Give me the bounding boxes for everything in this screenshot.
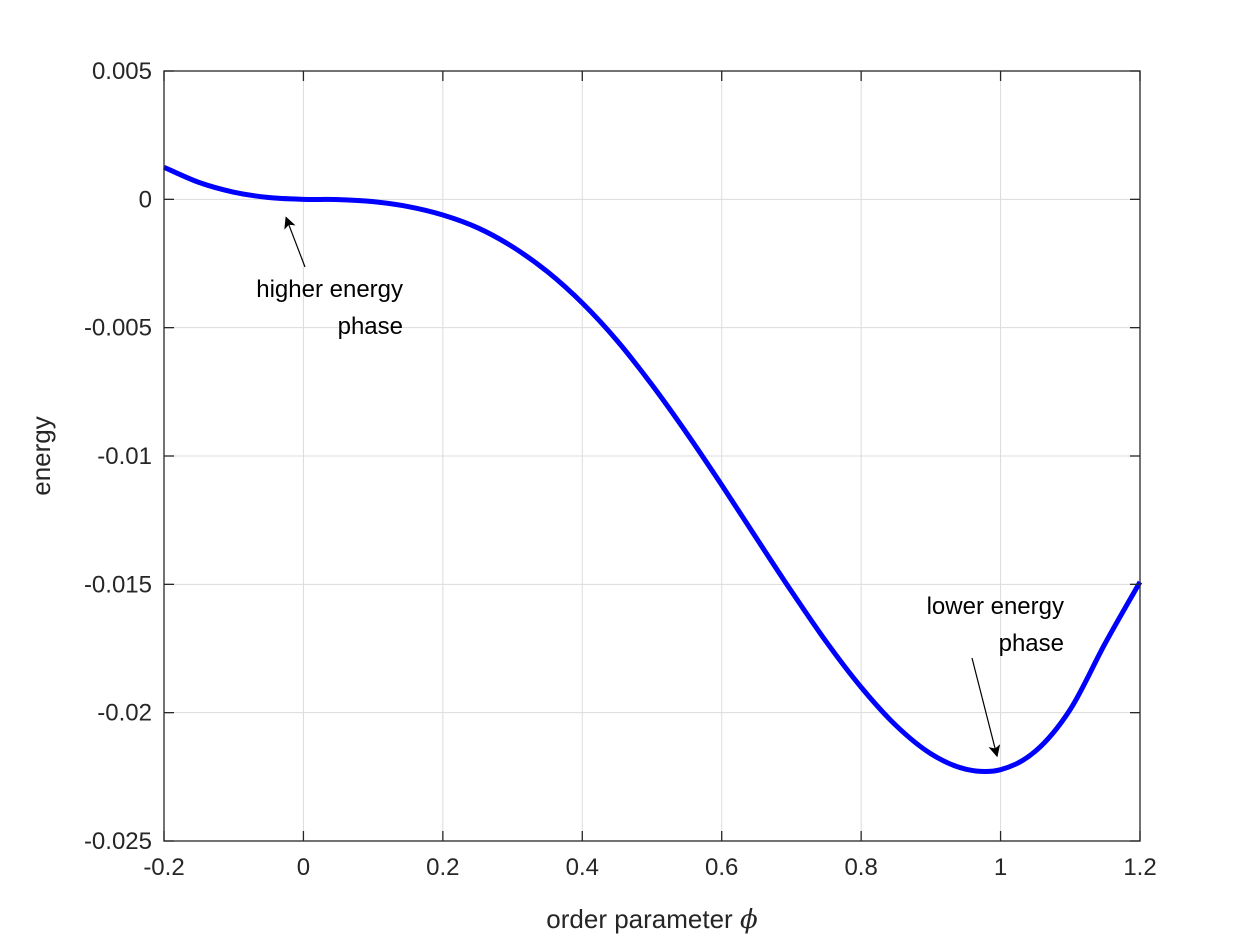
y-tick-label: -0.005: [84, 315, 152, 342]
tick-marks: [163, 70, 1141, 842]
y-tick-label: 0: [139, 186, 152, 213]
x-tick-label: 1.2: [1123, 854, 1156, 881]
y-tick-label: 0.005: [92, 58, 152, 85]
annotation: lower energy phase: [927, 593, 1064, 758]
annotation-text: higher energy: [256, 276, 403, 303]
x-tick-label: 0.6: [705, 854, 738, 881]
annotation-text: phase: [338, 313, 403, 340]
annotation-text: phase: [999, 630, 1064, 657]
x-tick-label: 0.2: [426, 854, 459, 881]
series-group: [162, 164, 1143, 775]
annotation-arrow: [971, 657, 1001, 758]
x-tick-labels: -0.2 0 0.2 0.4 0.6 0.8 1 1.2: [143, 854, 1156, 881]
annotation: higher energy phase: [256, 216, 403, 340]
y-tick-label: -0.01: [97, 443, 152, 470]
y-tick-label: -0.02: [97, 700, 152, 727]
y-tick-label: -0.025: [84, 828, 152, 855]
y-tick-labels: 0.005 0 -0.005 -0.01 -0.015 -0.02 -0.025: [84, 58, 152, 855]
x-axis-label: order parameter ϕ: [546, 904, 758, 935]
x-tick-label: -0.2: [143, 854, 184, 881]
x-tick-label: 0.4: [566, 854, 599, 881]
annotation-text: lower energy: [927, 593, 1064, 620]
x-tick-label: 0: [297, 854, 310, 881]
y-tick-label: -0.015: [84, 571, 152, 598]
x-tick-label: 0.8: [844, 854, 877, 881]
annotations: higher energy phase lower energy phase: [256, 216, 1064, 758]
energy-curve: [162, 164, 1143, 775]
annotation-arrow: [284, 216, 306, 268]
x-tick-label: 1: [994, 854, 1007, 881]
y-axis-label: energy: [26, 416, 56, 496]
